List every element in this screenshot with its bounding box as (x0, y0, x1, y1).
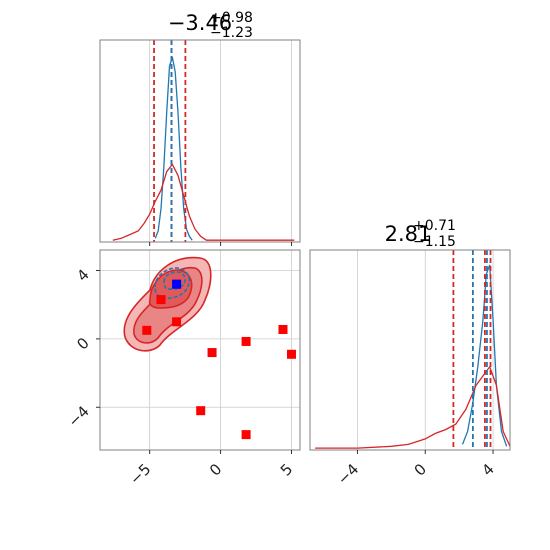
scatter-point (286, 349, 296, 359)
scatter-point (156, 295, 166, 305)
joint-frame (99, 249, 301, 451)
marginal-2-title: 2.81 (385, 222, 432, 246)
marginal-panel-2: −4 0 4 2.81 +0.71 −1.15 (309, 218, 511, 488)
marginal-1-frame (99, 39, 301, 243)
marginal-1-title-value: −3.46 (168, 11, 232, 35)
scatter-point-highlight (172, 279, 182, 289)
marginal-2-series (315, 264, 511, 449)
scatter-point (142, 325, 152, 335)
scatter-point (207, 348, 217, 358)
scatter-point (278, 324, 288, 334)
marginal-1-ticks (149, 242, 292, 246)
marginal-1-series (112, 56, 295, 241)
marginal-2-frame (309, 249, 511, 451)
marginal-2-series-1 (315, 365, 511, 449)
joint-xtick-label: −5 (126, 460, 154, 488)
joint-xtick-label: 0 (206, 460, 225, 479)
contour-blue-outer (154, 267, 191, 300)
marginal-2-ticks: −4 0 4 (334, 450, 498, 488)
joint-ytick-label: 0 (73, 334, 92, 353)
marginal-1-quantile-lines (153, 40, 187, 242)
marginal-1-series-1 (112, 163, 295, 241)
contour-blue-inner (163, 271, 186, 291)
marginal-1-title: −3.46 (168, 11, 232, 35)
joint-ytick-label: −4 (64, 402, 92, 430)
marginal-2-xtick-label: −4 (334, 460, 362, 488)
marginal-1-series-0 (154, 56, 193, 241)
scatter-point (241, 430, 251, 440)
marginal-2-quantile-lines (452, 250, 492, 450)
scatter-point (196, 406, 206, 416)
joint-scatter-points (142, 279, 296, 440)
marginal-2-xtick-label: 0 (411, 460, 430, 479)
marginal-1-grid (149, 40, 292, 242)
marginal-2-title-plus: +0.71 (413, 218, 456, 234)
joint-density-contours (123, 256, 212, 352)
scatter-point (241, 336, 251, 346)
marginal-1-title-plus: +0.98 (210, 10, 253, 26)
marginal-2-title-minus: −1.15 (413, 234, 456, 250)
marginal-1-title-minus: −1.23 (210, 25, 253, 41)
scatter-point (172, 317, 182, 327)
marginal-2-title-value: 2.81 (385, 222, 432, 246)
marginal-panel-1: −3.46 +0.98 −1.23 (99, 10, 301, 246)
joint-xtick-label: 5 (277, 460, 296, 479)
joint-panel: −5 0 5 4 0 −4 (64, 249, 301, 488)
joint-ytick-label: 4 (73, 266, 92, 285)
marginal-2-xtick-label: 4 (478, 460, 497, 479)
marginal-2-grid (357, 250, 494, 450)
